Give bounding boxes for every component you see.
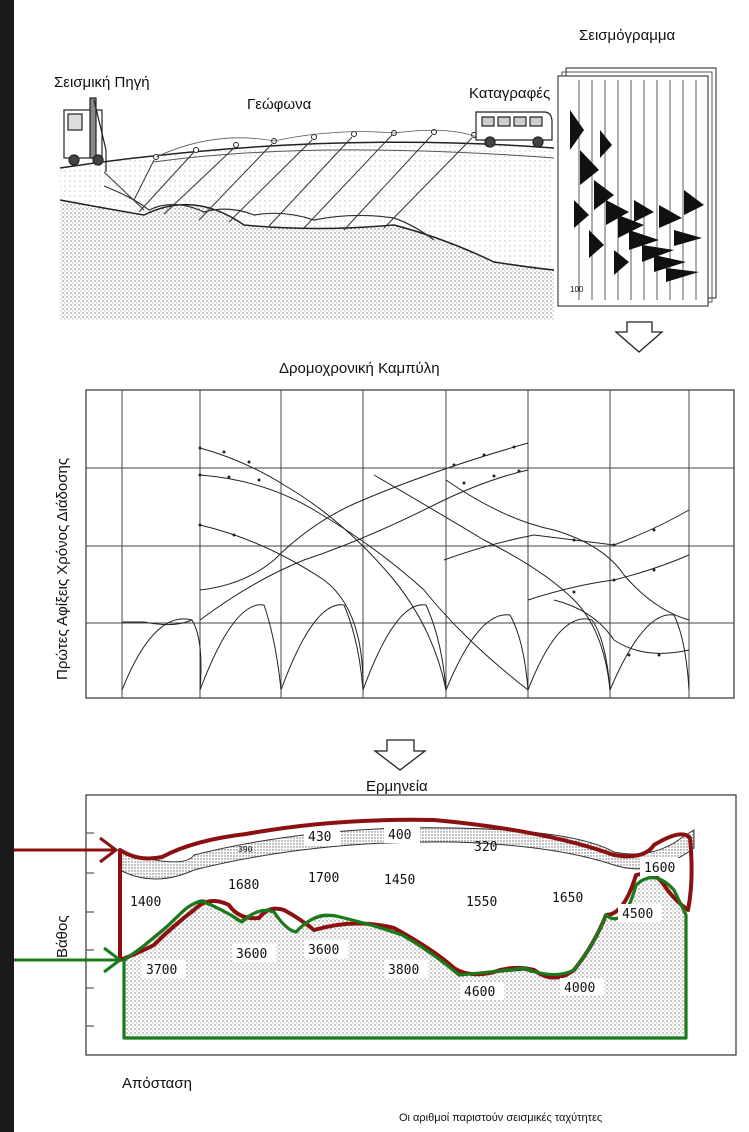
seismogram-image: 100 xyxy=(557,67,717,307)
distance-label: Απόσταση xyxy=(122,1075,192,1092)
footnote: Οι αριθμοί παριστούν σεισμικές ταχύτητες xyxy=(399,1112,603,1124)
lower-boundary-line xyxy=(122,876,688,1040)
seismogram-trace-label: 100 xyxy=(570,285,584,294)
velocity-1700: 1700 xyxy=(308,871,339,886)
lower-boundary-arrow-icon xyxy=(14,946,123,974)
velocity-1680: 1680 xyxy=(228,878,259,893)
velocity-3600-b: 3600 xyxy=(308,943,339,958)
velocity-3800: 3800 xyxy=(388,963,419,978)
figure-graphics: 100 xyxy=(14,67,737,1056)
upper-boundary-arrow-icon xyxy=(14,836,119,864)
figure-sheet: 100 xyxy=(14,0,749,1132)
seismic-source-label: Σεισμική Πηγή xyxy=(54,74,150,91)
velocity-4000: 4000 xyxy=(564,981,595,996)
geophones-label: Γεώφωνα xyxy=(247,96,312,113)
recording-van-icon xyxy=(475,111,553,148)
velocity-4600: 4600 xyxy=(464,985,495,1000)
velocity-1400: 1400 xyxy=(130,895,161,910)
traveltime-ylabel: Πρώτες Αφίξεις Χρόνος Διάδοσης xyxy=(54,457,71,680)
seismogram-label: Σεισμόγραμμα xyxy=(579,27,676,44)
seismic-source-truck-icon xyxy=(63,97,107,172)
velocity-1600: 1600 xyxy=(644,861,675,876)
velocity-3700: 3700 xyxy=(146,963,177,978)
depth-label: Βάθος xyxy=(54,915,71,958)
velocity-430: 430 xyxy=(308,830,331,845)
velocity-1650: 1650 xyxy=(552,891,583,906)
interpretation-title: Ερμηνεία xyxy=(366,778,428,795)
recorders-label: Καταγραφές xyxy=(469,85,551,102)
traveltime-chart xyxy=(85,389,735,699)
velocity-3600-a: 3600 xyxy=(236,947,267,962)
velocity-1450: 1450 xyxy=(384,873,415,888)
interpretation-section: 430 400 390 320 1400 1680 1700 1450 1550… xyxy=(14,794,737,1056)
velocity-4500: 4500 xyxy=(622,907,653,922)
down-arrow-icon-2 xyxy=(373,739,427,771)
velocity-320: 320 xyxy=(474,840,497,855)
down-arrow-icon xyxy=(614,321,664,353)
traveltime-title: Δρομοχρονική Καμπύλη xyxy=(279,360,440,377)
upper-boundary-line xyxy=(118,817,694,980)
velocity-390: 390 xyxy=(238,845,253,854)
velocity-400: 400 xyxy=(388,828,411,843)
velocity-1550: 1550 xyxy=(466,895,497,910)
subsurface-cross-section xyxy=(59,129,555,320)
